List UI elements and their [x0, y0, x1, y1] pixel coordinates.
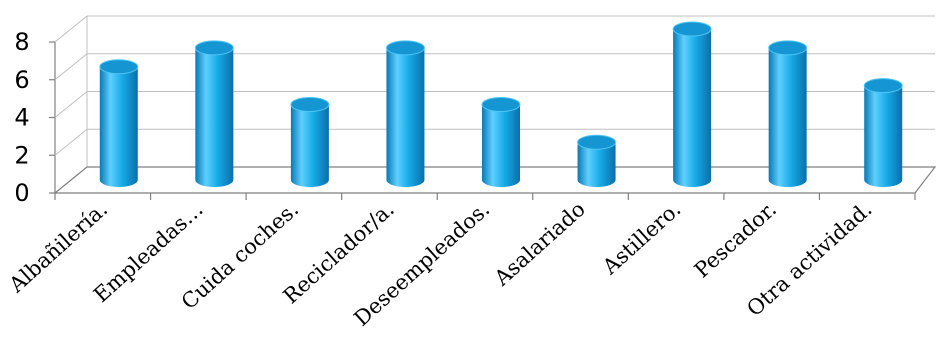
- bar: [577, 134, 617, 187]
- y-tick-label: 4: [14, 104, 29, 132]
- gridline-diagonal: [54, 91, 88, 118]
- bar: [194, 40, 234, 187]
- bar-body: [673, 29, 712, 187]
- bar: [290, 97, 330, 187]
- bar-top: [481, 97, 521, 112]
- gridline-diagonal: [54, 15, 88, 43]
- bar-top: [863, 78, 903, 94]
- x-axis-ticks: Albañilería.Empleadas…Cuida coches.Recic…: [4, 193, 916, 331]
- bar-body: [195, 47, 234, 187]
- bar: [481, 97, 521, 187]
- bar: [99, 59, 139, 187]
- bar: [768, 40, 808, 187]
- bar: [863, 78, 903, 187]
- bar-body: [482, 104, 520, 187]
- bars: [99, 21, 903, 187]
- bar-top: [194, 40, 234, 56]
- bar-top: [385, 40, 425, 56]
- x-tick-label: Asalariado: [489, 197, 590, 291]
- bar: [385, 40, 425, 187]
- bar-top: [99, 59, 139, 75]
- bar-top: [672, 21, 712, 37]
- bar-top: [577, 134, 617, 150]
- bar-body: [290, 104, 329, 187]
- bar-body: [577, 142, 616, 187]
- y-tick-label: 0: [14, 179, 29, 207]
- bar-body: [386, 47, 425, 187]
- y-axis-ticks: 0 2 4 6 8: [14, 28, 55, 207]
- bar: [672, 21, 712, 187]
- x-tick-label: Pescador.: [690, 197, 781, 283]
- y-tick-label: 6: [14, 66, 29, 94]
- gridline-diagonal: [54, 128, 88, 156]
- x-tick-label: Astillero.: [597, 197, 685, 280]
- y-tick-label: 8: [14, 28, 29, 56]
- bar-body: [99, 66, 138, 187]
- bar-body: [768, 47, 807, 187]
- bar-body: [864, 85, 903, 187]
- bar-top: [290, 97, 330, 112]
- bar-top: [768, 40, 808, 56]
- gridline-diagonal: [54, 53, 88, 81]
- y-tick-label: 2: [14, 141, 29, 169]
